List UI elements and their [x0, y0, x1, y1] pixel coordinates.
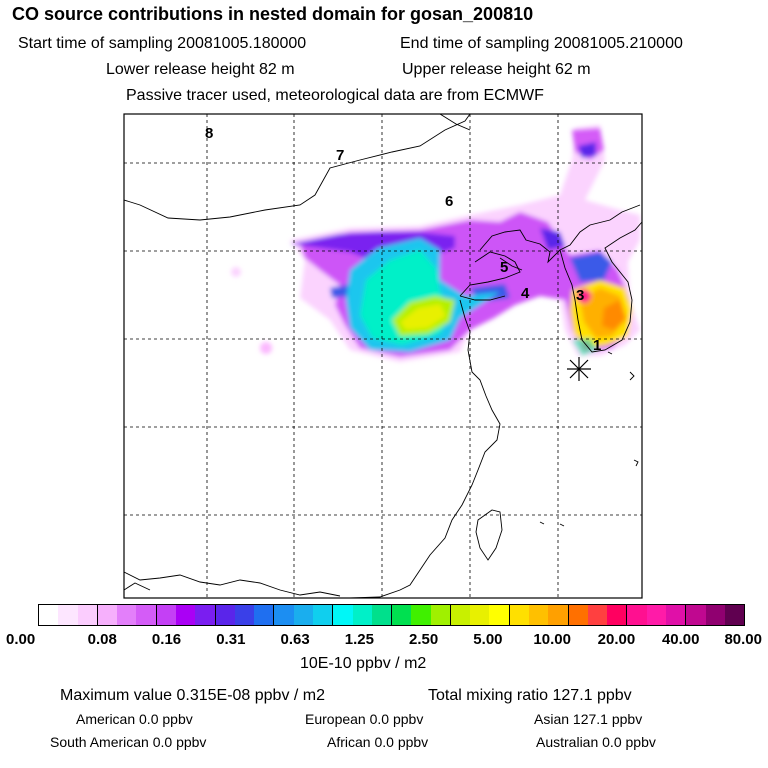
- time-marker-6: 6: [445, 193, 454, 210]
- american-contribution: American 0.0 ppbv: [76, 711, 193, 727]
- colorbar-tick-label: 20.00: [597, 631, 636, 648]
- colorbar-swatch: [77, 605, 98, 625]
- colorbar-swatch: [489, 605, 510, 625]
- colorbar-swatch: [587, 605, 608, 625]
- colorbar-tick-label: 2.50: [409, 631, 439, 648]
- time-marker-3: 3: [576, 287, 585, 304]
- colorbar-swatch: [607, 605, 628, 625]
- lat-lon-grid: [124, 114, 642, 598]
- colorbar-swatch: [666, 605, 687, 625]
- figure-title: CO source contributions in nested domain…: [12, 4, 534, 24]
- european-contribution: European 0.0 ppbv: [305, 711, 424, 727]
- time-marker-7: 7: [336, 147, 345, 164]
- colorbar-swatch: [411, 605, 431, 625]
- colorbar-tick-label: 0.31: [216, 631, 246, 648]
- asian-contribution: Asian 127.1 ppbv: [534, 711, 643, 727]
- colorbar-swatch: [705, 605, 725, 625]
- colorbar-swatch: [646, 605, 666, 625]
- receptor-star-icon: [567, 357, 591, 381]
- colorbar-swatch: [234, 605, 255, 625]
- colorbar-swatch: [470, 605, 490, 625]
- colorbar-swatch: [97, 605, 118, 625]
- upper-release-height-label: Upper release height 62 m: [402, 61, 591, 78]
- colorbar-tick-label: 0.00: [6, 631, 36, 648]
- colorbar-tick-label: 5.00: [473, 631, 503, 648]
- colorbar-unit: 10E-10 ppbv / m2: [300, 655, 427, 672]
- colorbar-swatch: [293, 605, 313, 625]
- colorbar-swatch: [371, 605, 393, 625]
- tracer-note: Passive tracer used, meteorological data…: [126, 87, 544, 104]
- colorbar-swatch: [175, 605, 196, 625]
- south-american-contribution: South American 0.0 ppbv: [50, 734, 207, 750]
- colorbar-tick-label: 1.25: [344, 631, 374, 648]
- australian-contribution: Australian 0.0 ppbv: [536, 734, 656, 750]
- colorbar-tick-label: 0.08: [87, 631, 117, 648]
- colorbar-tick-label: 10.00: [533, 631, 571, 648]
- colorbar-tick-label: 0.63: [280, 631, 310, 648]
- colorbar-swatch: [215, 605, 235, 625]
- colorbar-swatch: [195, 605, 216, 625]
- colorbar-swatch: [529, 605, 549, 625]
- colorbar-swatch: [136, 605, 157, 625]
- colorbar-swatch: [333, 605, 353, 625]
- end-time-label: End time of sampling 20081005.210000: [400, 35, 683, 52]
- african-contribution: African 0.0 ppbv: [327, 734, 429, 750]
- colorbar-swatch: [568, 605, 588, 625]
- colorbar-swatch: [430, 605, 451, 625]
- colorbar-tick-label: 40.00: [661, 631, 700, 648]
- colorbar-swatch: [39, 605, 59, 625]
- colorbar-swatch: [58, 605, 78, 625]
- colorbar-swatch: [352, 605, 372, 625]
- colorbar-tick-label: 0.16: [151, 631, 182, 648]
- colorbar-swatch: [509, 605, 530, 625]
- colorbar-swatch: [724, 605, 745, 625]
- colorbar-swatch: [312, 605, 334, 625]
- colorbar-tick-label: 80.00: [724, 631, 762, 648]
- colorbar-swatch: [117, 605, 137, 625]
- max-value-label: Maximum value 0.315E-08 ppbv / m2: [60, 687, 326, 704]
- colorbar: [38, 604, 745, 626]
- colorbar-swatch: [686, 605, 706, 625]
- time-marker-4: 4: [521, 285, 530, 302]
- plume-field: [231, 125, 640, 362]
- colorbar-swatch: [156, 605, 176, 625]
- start-time-label: Start time of sampling 20081005.180000: [18, 35, 307, 52]
- time-marker-1: 1: [593, 337, 602, 354]
- total-mixing-ratio-label: Total mixing ratio 127.1 ppbv: [428, 687, 632, 704]
- colorbar-swatch: [627, 605, 647, 625]
- colorbar-swatch: [450, 605, 471, 625]
- time-marker-5: 5: [500, 259, 509, 276]
- map-frame: [123, 113, 643, 599]
- colorbar-swatch: [254, 605, 275, 625]
- colorbar-swatch: [548, 605, 569, 625]
- colorbar-swatch: [392, 605, 412, 625]
- time-marker-8: 8: [205, 125, 214, 142]
- lower-release-height-label: Lower release height 82 m: [106, 61, 295, 78]
- coastlines: [124, 114, 642, 598]
- colorbar-swatch: [274, 605, 294, 625]
